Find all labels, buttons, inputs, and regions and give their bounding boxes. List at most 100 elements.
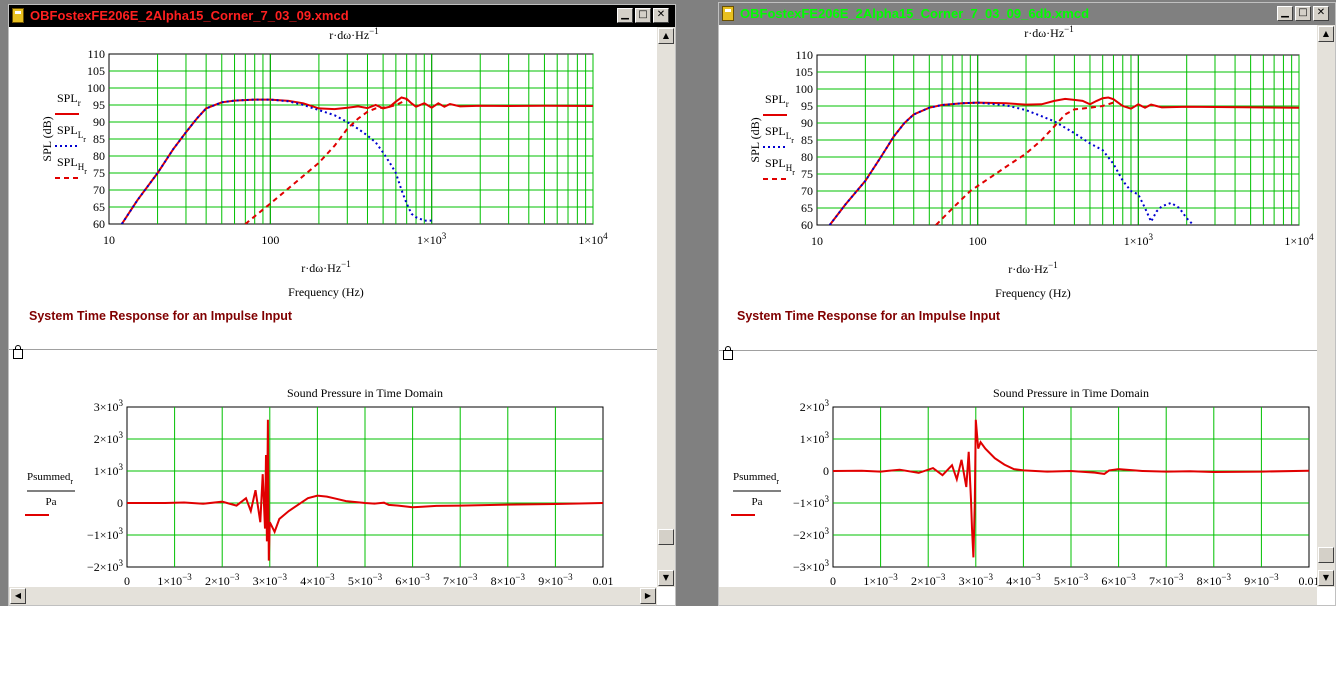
overflow-expression-label-exp: −1 — [1064, 25, 1074, 34]
x-tick-label-base: 0 — [124, 574, 130, 588]
horizontal-scrollbar[interactable] — [719, 587, 1317, 605]
legend-label-base: SPL — [765, 92, 786, 106]
y-tick-label-base: 0 — [117, 496, 123, 510]
y-tick-label-base: 2×10 — [94, 432, 119, 446]
y-tick-label: 2×103 — [800, 398, 830, 414]
legend-label-3: SPLHr — [765, 156, 795, 177]
y-tick-label-base: −3×10 — [793, 560, 825, 574]
x-tick-label-exp: −3 — [515, 572, 525, 582]
legend-denominator: Pa — [752, 496, 763, 508]
scroll-up-button[interactable]: ▲ — [1318, 26, 1334, 42]
overflow-expression-label-exp: −1 — [369, 27, 379, 36]
x-tick-label-exp: −3 — [1174, 572, 1184, 582]
y-tick-label: 95 — [93, 98, 105, 112]
scroll-left-button[interactable]: ◀ — [10, 588, 26, 604]
y-tick-label-exp: 3 — [825, 526, 830, 536]
y-tick-label: 105 — [87, 64, 105, 78]
x-tick-label-exp: −3 — [1079, 572, 1089, 582]
legend-label-2: SPLLr — [765, 124, 794, 145]
x-tick-label: 7×10−3 — [443, 572, 478, 588]
y-tick-label-base: −2×10 — [793, 528, 825, 542]
lock-icon[interactable] — [13, 345, 23, 359]
y-tick-label-base: 105 — [87, 64, 105, 78]
x-tick-label-base: 9×10 — [538, 574, 563, 588]
x-tick-label: 2×10−3 — [205, 572, 240, 588]
x-tick-label-exp: 4 — [1309, 232, 1314, 242]
minimize-button[interactable]: ▁ — [617, 8, 633, 23]
title-bar[interactable]: OBFostexFE206E_2Alpha15_Corner_7_03_09_6… — [719, 3, 1335, 25]
x-tick-label-exp: −3 — [420, 572, 430, 582]
x-tick-label-exp: −3 — [277, 572, 287, 582]
x-tick-label-exp: −3 — [563, 572, 573, 582]
lock-icon[interactable] — [723, 346, 733, 360]
legend-label-base: SPL — [57, 155, 78, 169]
y-tick-label: 2×103 — [94, 430, 124, 446]
x-axis-label: Frequency (Hz) — [995, 286, 1071, 300]
x-tick-label: 100 — [969, 234, 987, 248]
legend-label-base: SPL — [765, 156, 786, 170]
y-tick-label: 65 — [93, 200, 105, 214]
maximize-button[interactable]: □ — [635, 8, 651, 23]
y-tick-label: 3×103 — [94, 398, 124, 414]
scroll-thumb[interactable] — [658, 529, 674, 545]
scroll-down-button[interactable]: ▼ — [658, 570, 674, 586]
scroll-down-button[interactable]: ▼ — [1318, 570, 1334, 586]
horizontal-scrollbar[interactable]: ◀ ▶ — [9, 587, 657, 605]
y-tick-label: 80 — [801, 150, 813, 164]
x-tick-label-base: 100 — [261, 233, 279, 247]
series-line-1 — [127, 419, 603, 561]
x-tick-label-base: 1×10 — [417, 233, 442, 247]
x-tick-label-base: 1×10 — [578, 233, 603, 247]
y-tick-label: 0 — [823, 464, 829, 478]
x-expression-label: r·dω·Hz−1 — [1008, 260, 1057, 276]
x-tick-label-exp: −3 — [325, 572, 335, 582]
y-tick-label: 105 — [795, 65, 813, 79]
worksheet-window-1[interactable]: OBFostexFE206E_2Alpha15_Corner_7_03_09.x… — [8, 4, 676, 606]
minimize-button[interactable]: ▁ — [1277, 6, 1293, 21]
x-tick-label-exp: −3 — [936, 572, 946, 582]
y-tick-label-exp: 3 — [119, 558, 124, 568]
x-tick-label-exp: −3 — [1221, 572, 1231, 582]
legend-label-base: SPL — [765, 124, 786, 138]
time-domain-chart: Sound Pressure in Time Domain−2×103−1×10… — [25, 386, 614, 588]
x-tick-label: 1×10−3 — [157, 572, 192, 588]
x-tick-label-base: 0.01 — [593, 574, 614, 588]
scroll-right-button[interactable]: ▶ — [640, 588, 656, 604]
x-tick-label-base: 0.01 — [1299, 574, 1320, 588]
y-tick-label-base: 80 — [93, 149, 105, 163]
section-heading: System Time Response for an Impulse Inpu… — [737, 309, 1001, 323]
y-tick-label: 75 — [93, 166, 105, 180]
legend-label-sub: L — [78, 130, 84, 140]
scroll-up-button[interactable]: ▲ — [658, 28, 674, 44]
y-tick-label: 1×103 — [94, 462, 124, 478]
close-button[interactable]: ✕ — [653, 8, 669, 23]
y-tick-label-base: 2×10 — [800, 400, 825, 414]
y-tick-label-exp: 3 — [119, 462, 124, 472]
title-bar[interactable]: OBFostexFE206E_2Alpha15_Corner_7_03_09.x… — [9, 5, 675, 27]
close-button[interactable]: ✕ — [1313, 6, 1329, 21]
worksheet-content[interactable]: r·dω·Hz−1 60 65 70 75 80 85 90 95 100 105 110 10 100 1… — [719, 25, 1319, 605]
worksheet-content[interactable]: r·dω·Hz−1 60 65 70 75 80 85 90 95 100 105 110 10 100 1… — [9, 27, 657, 605]
scroll-thumb[interactable] — [1318, 547, 1334, 563]
x-tick-label: 1×104 — [1284, 232, 1314, 248]
legend-label-sub2: r — [792, 168, 795, 177]
legend-label-base: SPL — [57, 123, 78, 137]
y-tick-label-base: 3×10 — [94, 400, 119, 414]
y-tick-label: −1×103 — [87, 526, 124, 542]
x-tick-label: 8×10−3 — [491, 572, 526, 588]
time-domain-chart: Sound Pressure in Time Domain −3×10 3−2×10… — [731, 386, 1319, 588]
legend-label-3: SPLHr — [57, 155, 87, 176]
legend-label-2: SPLLr — [57, 123, 86, 144]
vertical-scrollbar[interactable]: ▲ ▼ — [657, 27, 675, 587]
vertical-scrollbar[interactable]: ▲ ▼ — [1317, 25, 1335, 587]
y-tick-label-base: −1×10 — [793, 496, 825, 510]
y-tick-label-base: 110 — [87, 47, 105, 61]
x-tick-label-exp: −3 — [1126, 572, 1136, 582]
worksheet-window-2[interactable]: OBFostexFE206E_2Alpha15_Corner_7_03_09_6… — [718, 2, 1336, 606]
overflow-expression-label-base: r·dω·Hz — [329, 28, 369, 42]
time-plot-title: Sound Pressure in Time Domain — [993, 386, 1149, 400]
legend-numerator-base: Psummed — [733, 471, 777, 483]
maximize-button[interactable]: □ — [1295, 6, 1311, 21]
y-axis-label: SPL (dB) — [40, 116, 54, 161]
y-tick-label: −1×103 — [793, 494, 830, 510]
